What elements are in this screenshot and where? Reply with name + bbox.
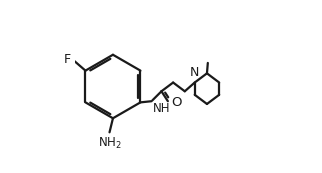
Text: F: F [63, 53, 71, 66]
Text: N: N [190, 66, 199, 79]
Text: NH: NH [152, 102, 170, 115]
Text: O: O [171, 96, 182, 109]
Text: NH$_2$: NH$_2$ [98, 136, 121, 151]
